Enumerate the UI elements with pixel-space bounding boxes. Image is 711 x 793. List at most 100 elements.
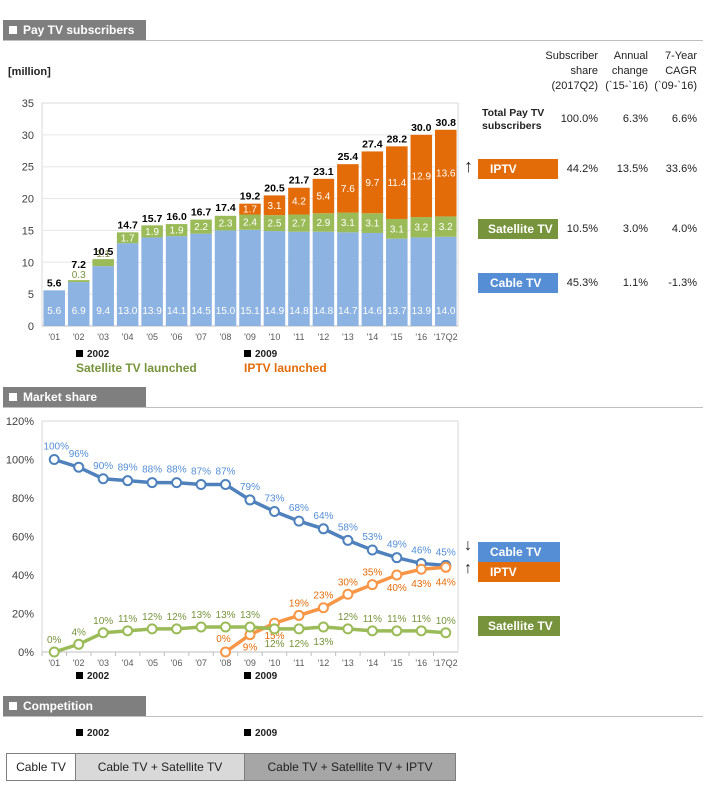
data-point: [146, 477, 158, 489]
x-tick-label: '13: [342, 658, 354, 668]
data-point: [440, 561, 452, 573]
data-point: [97, 627, 109, 639]
square-bullet-icon: [9, 26, 17, 34]
data-point: [342, 588, 354, 600]
data-label: 73%: [264, 493, 284, 504]
bar-segment: [361, 213, 384, 233]
bar-segment: [337, 212, 359, 233]
col-header-change: Annual change (`15-`16): [605, 50, 648, 92]
data-point: [268, 505, 280, 517]
data-label: 2.9: [316, 218, 330, 229]
data-label: 14.0: [436, 306, 456, 317]
data-point: [48, 646, 60, 658]
bar-segment: [239, 203, 261, 215]
bar-segment: [386, 146, 408, 219]
data-point: [317, 602, 329, 614]
bar-segment: [165, 236, 188, 326]
data-point: [293, 515, 305, 527]
total-label: 16.0: [166, 211, 187, 223]
x-tick-label: '06: [171, 658, 183, 668]
data-label: 2.5: [268, 219, 282, 230]
x-tick-label: '17Q2: [434, 658, 458, 668]
data-label: 19%: [289, 598, 309, 609]
data-label: 58%: [338, 522, 358, 533]
data-label: 13.9: [412, 306, 432, 317]
bar-segment: [337, 164, 359, 213]
data-label: 3.1: [365, 219, 379, 230]
iptv-share: 44.2%: [566, 163, 598, 175]
bar-segment: [43, 290, 66, 326]
data-point: [391, 569, 403, 581]
satellite-share: 10.5%: [566, 223, 598, 235]
bar-segment: [361, 232, 384, 326]
total-label: 16.7: [191, 207, 212, 219]
total-label: 7.2: [71, 259, 86, 271]
data-label: 5.4: [316, 192, 330, 203]
data-label: 14.5: [191, 306, 211, 317]
bar-segment: [239, 229, 261, 326]
data-point: [122, 625, 134, 637]
iptv-change: 13.5%: [616, 163, 648, 175]
section-title: Pay TV subscribers: [23, 23, 135, 37]
y-tick-label: 25: [22, 162, 34, 174]
y-tick-label: 0%: [18, 647, 34, 659]
x-tick-label: '09: [244, 332, 256, 342]
x-tick-label: '07: [195, 332, 207, 342]
black-square-icon: [244, 350, 251, 357]
bar-segment: [165, 224, 188, 237]
square-bullet-icon: [9, 702, 17, 710]
total-label: 25.4: [338, 151, 359, 163]
satellite-legend: Satellite TV: [478, 219, 558, 239]
divider: [3, 716, 703, 717]
bar-segment: [410, 134, 433, 218]
data-label: 14.1: [167, 306, 187, 317]
data-label: 0.3: [72, 270, 86, 281]
data-point: [244, 621, 256, 633]
cable-change: 1.1%: [622, 277, 648, 289]
data-label: 13%: [313, 637, 333, 648]
y-tick-label: 80%: [12, 493, 34, 505]
section-header-market-share: Market share: [3, 387, 146, 407]
data-point: [293, 623, 305, 635]
data-label: 13%: [216, 610, 236, 621]
bar-segment: [434, 216, 457, 237]
up-arrow-icon: ↑: [464, 560, 472, 577]
data-label: 14.7: [338, 306, 358, 317]
data-label: 13.6: [436, 169, 456, 180]
y-tick-label: 120%: [6, 416, 34, 428]
y-tick-label: 100%: [6, 455, 34, 467]
data-label: 88%: [142, 465, 162, 476]
data-label: 12%: [289, 639, 309, 650]
data-label: 14.9: [265, 306, 285, 317]
y-tick-label: 35: [22, 98, 34, 110]
x-tick-label: '15: [391, 332, 403, 342]
data-label: 12%: [264, 639, 284, 650]
data-point: [220, 621, 232, 633]
square-bullet-icon: [9, 393, 17, 401]
data-label: 68%: [289, 503, 309, 514]
data-point: [317, 523, 329, 535]
x-tick-label: '01: [48, 658, 60, 668]
bar-segment: [288, 187, 310, 215]
data-label: 1.9: [145, 227, 159, 238]
marker-2009: 2009: [244, 728, 277, 739]
data-point: [171, 623, 183, 635]
data-label: 1.1: [96, 249, 110, 260]
bar-segment: [386, 218, 408, 239]
y-tick-label: 15: [22, 225, 34, 237]
bar-segment: [214, 230, 237, 326]
x-tick-label: '07: [195, 658, 207, 668]
data-point: [244, 494, 256, 506]
bar-segment: [312, 178, 335, 214]
satellite-cagr: 4.0%: [671, 223, 697, 235]
black-square-icon: [76, 672, 83, 679]
data-point: [146, 623, 158, 635]
data-label: 9.4: [96, 306, 110, 317]
down-arrow-icon: ↓: [464, 537, 472, 554]
x-tick-label: '01: [48, 332, 60, 342]
total-label: Total Pay TV subscribers: [482, 107, 545, 132]
total-label: 21.7: [289, 175, 310, 187]
data-label: 13.9: [142, 306, 162, 317]
x-tick-label: '11: [293, 332, 304, 342]
bar-segment: [410, 237, 433, 326]
